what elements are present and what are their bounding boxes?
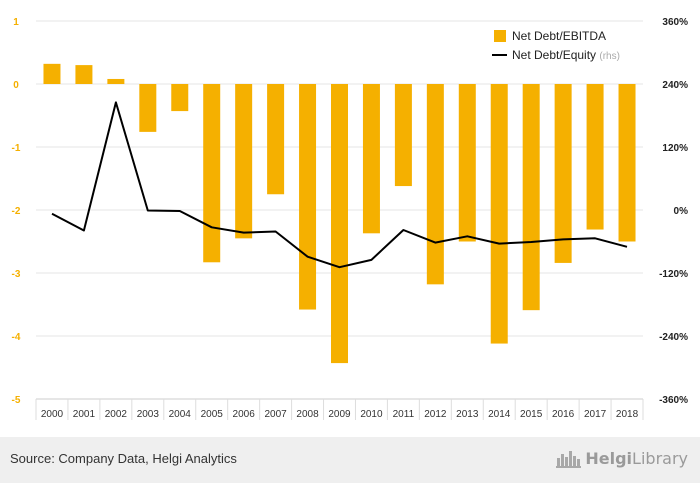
x-tick-label: 2002 bbox=[105, 409, 128, 420]
line-series-net-debt-equity bbox=[51, 101, 628, 269]
x-tick-label: 2000 bbox=[41, 409, 64, 420]
x-tick-label: 2017 bbox=[584, 409, 607, 420]
y-right-tick-label: 360% bbox=[662, 17, 688, 28]
bar bbox=[522, 84, 540, 311]
footer: Source: Company Data, Helgi Analytics He… bbox=[0, 437, 700, 483]
x-tick-label: 2003 bbox=[137, 409, 160, 420]
brand-name-part1: Helgi bbox=[585, 448, 633, 468]
x-tick-label: 2005 bbox=[201, 409, 224, 420]
x-tick-label: 2007 bbox=[264, 409, 287, 420]
bar bbox=[139, 84, 157, 132]
x-tick-label: 2015 bbox=[520, 409, 543, 420]
bar bbox=[299, 84, 317, 310]
legend-rhs-suffix: (rhs) bbox=[599, 51, 620, 62]
bar bbox=[75, 65, 93, 84]
bar bbox=[362, 84, 380, 234]
bar bbox=[554, 84, 572, 263]
x-tick-label: 2013 bbox=[456, 409, 479, 420]
helgi-library-logo[interactable]: Helgi Library bbox=[556, 448, 688, 468]
x-tick-label: 2016 bbox=[552, 409, 575, 420]
y-right-tick-label: -360% bbox=[659, 395, 688, 406]
source-text: Source: Company Data, Helgi Analytics bbox=[10, 451, 237, 466]
bar bbox=[267, 84, 285, 195]
legend-label-net-debt-equity: Net Debt/Equity (rhs) bbox=[512, 48, 620, 62]
chart: -5 -4 -3 -2 -1 0 1 -360% -240% -120% 0% 120% 240% 360… bbox=[12, 17, 689, 420]
y-left-tick-label: -2 bbox=[12, 206, 21, 217]
x-tick-label: 2001 bbox=[73, 409, 96, 420]
x-tick-label: 2018 bbox=[616, 409, 639, 420]
legend-label-net-debt-ebitda: Net Debt/EBITDA bbox=[512, 29, 606, 43]
y-left-tick-label: -3 bbox=[12, 269, 21, 280]
y-right-tick-label: 240% bbox=[662, 80, 688, 91]
y-left-tick-label: -4 bbox=[12, 332, 21, 343]
bar bbox=[107, 78, 125, 84]
y-left-tick-label: 0 bbox=[13, 80, 19, 91]
bar bbox=[171, 84, 189, 112]
x-tick-label: 2008 bbox=[296, 409, 319, 420]
y-right-tick-label: 120% bbox=[662, 143, 688, 154]
x-tick-label: 2004 bbox=[169, 409, 192, 420]
bar bbox=[203, 84, 221, 263]
bar bbox=[235, 84, 253, 239]
x-tick-label: 2006 bbox=[233, 409, 256, 420]
bar bbox=[394, 84, 412, 187]
y-left-tick-label: 1 bbox=[13, 17, 19, 28]
bar bbox=[586, 84, 604, 230]
bar bbox=[331, 84, 348, 364]
bar bbox=[490, 84, 508, 344]
x-tick-label: 2010 bbox=[360, 409, 383, 420]
x-tick-label: 2009 bbox=[328, 409, 351, 420]
bar bbox=[426, 84, 444, 285]
legend-swatch-net-debt-ebitda bbox=[494, 30, 506, 42]
bar bbox=[43, 63, 61, 84]
y-left-tick-label: -1 bbox=[12, 143, 21, 154]
y-right-tick-label: -240% bbox=[659, 332, 688, 343]
x-tick-label: 2012 bbox=[424, 409, 447, 420]
x-tick-label: 2014 bbox=[488, 409, 511, 420]
y-left-tick-label: -5 bbox=[12, 395, 21, 406]
y-right-tick-label: 0% bbox=[674, 206, 689, 217]
bar bbox=[458, 84, 476, 242]
brand-name-part2: Library bbox=[632, 448, 688, 468]
x-tick-label: 2011 bbox=[393, 409, 415, 420]
y-right-tick-label: -120% bbox=[659, 269, 688, 280]
bar bbox=[618, 84, 636, 242]
city-skyline-icon bbox=[556, 451, 582, 468]
